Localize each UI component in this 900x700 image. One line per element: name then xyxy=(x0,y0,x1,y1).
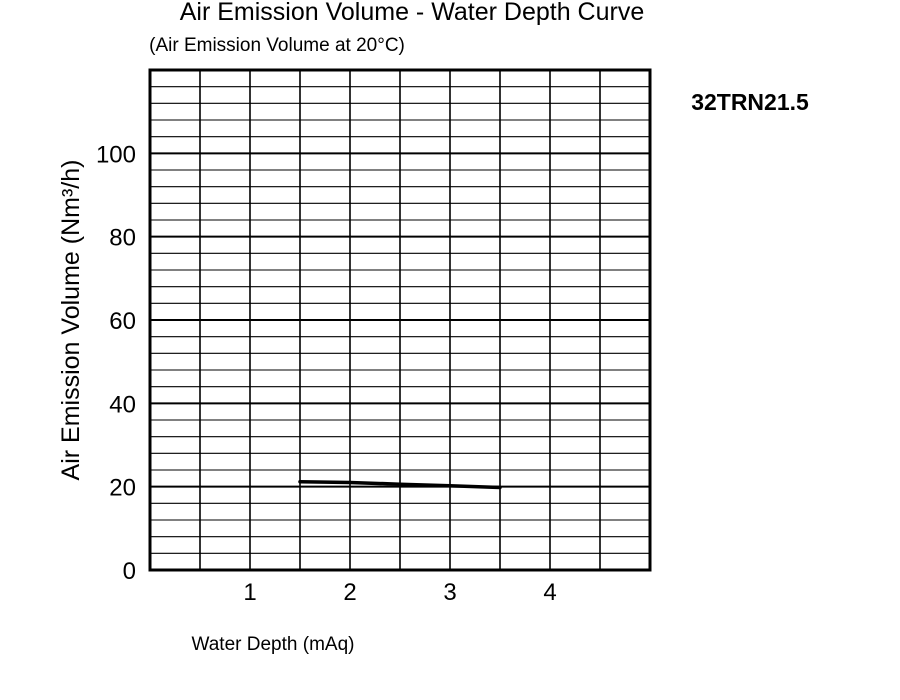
plot-frame xyxy=(148,68,652,572)
y-axis-label: Air Emission Volume (Nm³/h) xyxy=(57,160,85,481)
x-tick-label: 2 xyxy=(343,579,356,606)
y-tick-label: 60 xyxy=(109,308,136,335)
y-tick-label: 80 xyxy=(109,225,136,252)
y-tick-label: 40 xyxy=(109,391,136,418)
grid xyxy=(150,70,650,570)
chart-title: Air Emission Volume - Water Depth Curve xyxy=(180,0,645,26)
series-lines xyxy=(298,479,502,490)
y-tick-labels: 0 20 40 60 80 100 xyxy=(96,141,136,585)
y-tick-label: 0 xyxy=(123,558,136,585)
x-tick-label: 1 xyxy=(243,579,256,606)
x-tick-labels: 1 2 3 4 xyxy=(243,579,556,606)
chart-subtitle: (Air Emission Volume at 20°C) xyxy=(149,35,405,56)
x-axis-label: Water Depth (mAq) xyxy=(192,634,355,655)
x-tick-label: 3 xyxy=(443,579,456,606)
series-line xyxy=(298,479,502,490)
y-tick-label: 100 xyxy=(96,141,136,168)
y-tick-label: 20 xyxy=(109,475,136,502)
model-label: 32TRN21.5 xyxy=(691,89,809,115)
x-tick-label: 4 xyxy=(543,579,556,606)
